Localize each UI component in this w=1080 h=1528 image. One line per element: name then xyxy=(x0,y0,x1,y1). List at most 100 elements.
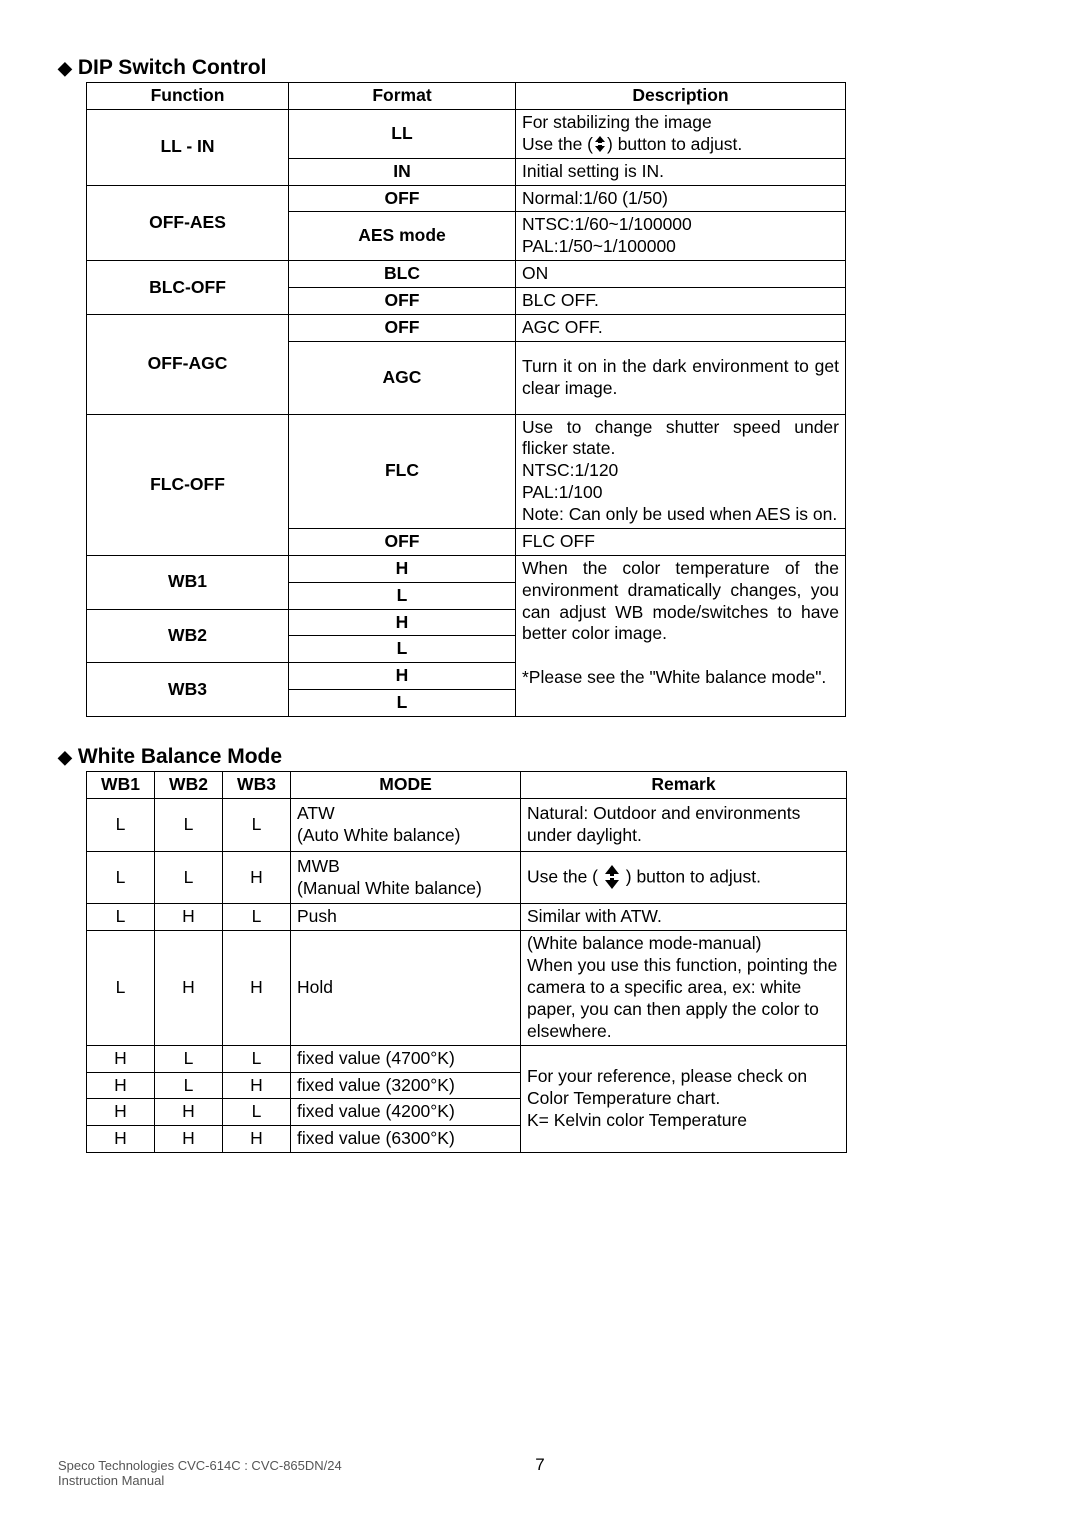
cell-wb2: H xyxy=(155,904,223,931)
col-wb3: WB3 xyxy=(223,772,291,799)
cell-wb1: L xyxy=(87,904,155,931)
cell-wb3: H xyxy=(223,851,291,904)
cell-description: Normal:1/60 (1/50) xyxy=(516,185,846,212)
white-balance-table: WB1 WB2 WB3 MODE Remark L L L ATW (Auto … xyxy=(86,771,847,1153)
cell-wb3: L xyxy=(223,1045,291,1072)
col-function: Function xyxy=(87,83,289,110)
cell-wb3: H xyxy=(223,931,291,1045)
cell-wb1: H xyxy=(87,1099,155,1126)
cell-remark: (White balance mode-manual) When you use… xyxy=(521,931,847,1045)
cell-description: When the color temperature of the enviro… xyxy=(516,555,846,716)
cell-format: OFF xyxy=(289,185,516,212)
col-format: Format xyxy=(289,83,516,110)
footer-line2: Instruction Manual xyxy=(58,1473,1022,1488)
col-wb2: WB2 xyxy=(155,772,223,799)
table-row: L L L ATW (Auto White balance) Natural: … xyxy=(87,798,847,851)
cell-format: H xyxy=(289,663,516,690)
cell-format: L xyxy=(289,582,516,609)
cell-remark: Use the ( ) button to adjust. xyxy=(521,851,847,904)
section-title: DIP Switch Control xyxy=(78,56,267,80)
cell-mode: ATW (Auto White balance) xyxy=(291,798,521,851)
cell-function: OFF-AGC xyxy=(87,314,289,414)
page-footer: 7 Speco Technologies CVC-614C : CVC-865D… xyxy=(0,1458,1080,1488)
cell-wb1: L xyxy=(87,851,155,904)
cell-function: WB1 xyxy=(87,555,289,609)
section-heading-wb: ◆ White Balance Mode xyxy=(58,745,1022,769)
cell-format: OFF xyxy=(289,314,516,341)
cell-wb3: L xyxy=(223,1099,291,1126)
up-down-arrow-icon xyxy=(593,135,607,153)
cell-wb2: L xyxy=(155,1072,223,1099)
cell-format: OFF xyxy=(289,288,516,315)
cell-function: WB2 xyxy=(87,609,289,663)
cell-wb1: H xyxy=(87,1126,155,1153)
cell-description: For stabilizing the image Use the () but… xyxy=(516,109,846,158)
cell-function: LL - IN xyxy=(87,109,289,185)
cell-format: FLC xyxy=(289,414,516,528)
cell-function: OFF-AES xyxy=(87,185,289,261)
cell-description: ON xyxy=(516,261,846,288)
col-remark: Remark xyxy=(521,772,847,799)
table-row: H L L fixed value (4700°K) For your refe… xyxy=(87,1045,847,1072)
table-row: L H L Push Similar with ATW. xyxy=(87,904,847,931)
cell-description: FLC OFF xyxy=(516,528,846,555)
cell-wb1: H xyxy=(87,1072,155,1099)
cell-wb2: H xyxy=(155,931,223,1045)
cell-wb2: L xyxy=(155,798,223,851)
cell-function: WB3 xyxy=(87,663,289,717)
cell-function: FLC-OFF xyxy=(87,414,289,555)
cell-wb1: H xyxy=(87,1045,155,1072)
diamond-bullet-icon: ◆ xyxy=(58,748,72,766)
section-heading-dip: ◆ DIP Switch Control xyxy=(58,56,1022,80)
cell-format: L xyxy=(289,690,516,717)
cell-remark: Natural: Outdoor and environments under … xyxy=(521,798,847,851)
cell-description: Turn it on in the dark environment to ge… xyxy=(516,341,846,414)
up-down-arrow-icon xyxy=(603,864,621,890)
col-description: Description xyxy=(516,83,846,110)
col-mode: MODE xyxy=(291,772,521,799)
cell-mode: fixed value (4700°K) xyxy=(291,1045,521,1072)
cell-wb1: L xyxy=(87,931,155,1045)
cell-format: AES mode xyxy=(289,212,516,261)
cell-mode: MWB (Manual White balance) xyxy=(291,851,521,904)
cell-function: BLC-OFF xyxy=(87,261,289,315)
cell-description: BLC OFF. xyxy=(516,288,846,315)
cell-format: IN xyxy=(289,158,516,185)
cell-remark: Similar with ATW. xyxy=(521,904,847,931)
cell-format: LL xyxy=(289,109,516,158)
cell-wb3: H xyxy=(223,1072,291,1099)
cell-format: OFF xyxy=(289,528,516,555)
cell-wb2: H xyxy=(155,1126,223,1153)
table-row: FLC-OFF FLC Use to change shutter speed … xyxy=(87,414,846,528)
table-row: WB1 H When the color temperature of the … xyxy=(87,555,846,582)
cell-description: Initial setting is IN. xyxy=(516,158,846,185)
section-title: White Balance Mode xyxy=(78,745,282,769)
col-wb1: WB1 xyxy=(87,772,155,799)
cell-wb3: L xyxy=(223,798,291,851)
table-row: OFF-AGC OFF AGC OFF. xyxy=(87,314,846,341)
cell-wb3: H xyxy=(223,1126,291,1153)
cell-wb2: H xyxy=(155,1099,223,1126)
cell-mode: Hold xyxy=(291,931,521,1045)
cell-format: BLC xyxy=(289,261,516,288)
cell-wb2: L xyxy=(155,1045,223,1072)
dip-switch-table: Function Format Description LL - IN LL F… xyxy=(86,82,846,717)
cell-description: AGC OFF. xyxy=(516,314,846,341)
cell-format: H xyxy=(289,609,516,636)
page-number: 7 xyxy=(0,1455,1080,1475)
cell-mode: fixed value (6300°K) xyxy=(291,1126,521,1153)
table-row: L L H MWB (Manual White balance) Use the… xyxy=(87,851,847,904)
table-header-row: WB1 WB2 WB3 MODE Remark xyxy=(87,772,847,799)
table-header-row: Function Format Description xyxy=(87,83,846,110)
cell-description: Use to change shutter speed under flicke… xyxy=(516,414,846,528)
cell-format: AGC xyxy=(289,341,516,414)
cell-format: H xyxy=(289,555,516,582)
table-row: BLC-OFF BLC ON xyxy=(87,261,846,288)
cell-mode: fixed value (3200°K) xyxy=(291,1072,521,1099)
cell-remark: For your reference, please check on Colo… xyxy=(521,1045,847,1153)
cell-format: L xyxy=(289,636,516,663)
table-row: OFF-AES OFF Normal:1/60 (1/50) xyxy=(87,185,846,212)
cell-mode: fixed value (4200°K) xyxy=(291,1099,521,1126)
table-row: LL - IN LL For stabilizing the image Use… xyxy=(87,109,846,158)
table-row: L H H Hold (White balance mode-manual) W… xyxy=(87,931,847,1045)
